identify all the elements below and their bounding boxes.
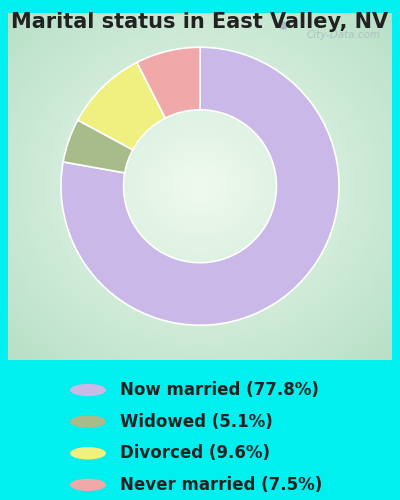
Circle shape: [70, 384, 106, 396]
Circle shape: [70, 416, 106, 428]
Circle shape: [70, 478, 106, 491]
Text: Never married (7.5%): Never married (7.5%): [120, 476, 322, 494]
Wedge shape: [61, 48, 339, 325]
Circle shape: [70, 447, 106, 460]
Wedge shape: [78, 62, 165, 150]
Wedge shape: [137, 48, 200, 118]
Text: Now married (77.8%): Now married (77.8%): [120, 381, 319, 399]
Text: Divorced (9.6%): Divorced (9.6%): [120, 444, 270, 462]
Text: Marital status in East Valley, NV: Marital status in East Valley, NV: [12, 12, 388, 32]
Wedge shape: [63, 120, 133, 173]
Text: City-Data.com: City-Data.com: [306, 30, 380, 40]
Text: Widowed (5.1%): Widowed (5.1%): [120, 412, 273, 430]
